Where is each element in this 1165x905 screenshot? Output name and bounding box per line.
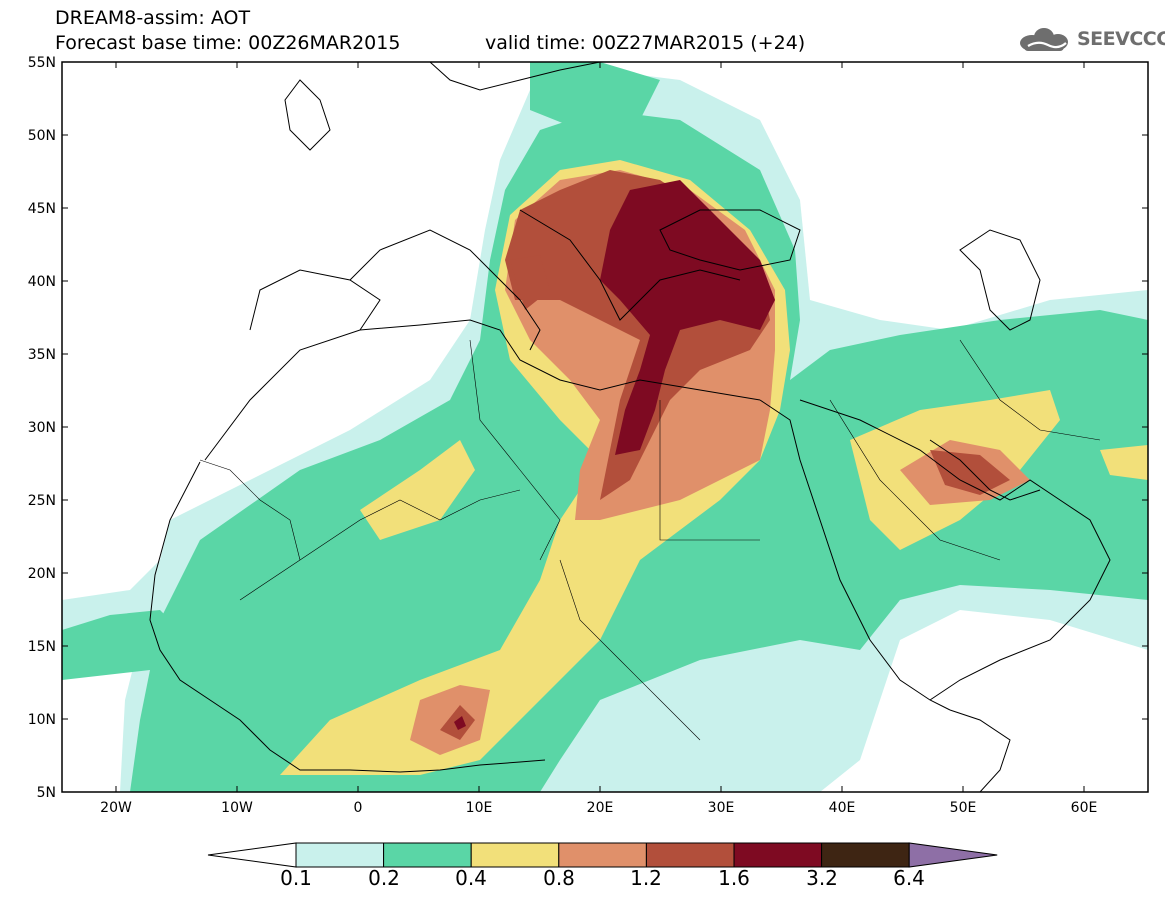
- lat-label: 5N: [37, 785, 56, 801]
- colorbar-segment: [558, 842, 647, 868]
- lon-label: 30E: [708, 800, 735, 816]
- colorbar-segment: [733, 842, 823, 868]
- aot-field: [62, 62, 1148, 792]
- lat-label: 10N: [28, 712, 56, 728]
- logo-text: SEEVCCC: [1077, 28, 1165, 50]
- colorbar-label: 1.2: [630, 866, 662, 890]
- colorbar-label: 0.8: [543, 866, 575, 890]
- lon-label: 60E: [1071, 800, 1098, 816]
- lat-label: 30N: [28, 420, 56, 436]
- coast-britain: [284, 79, 331, 151]
- colorbar-segment: [821, 842, 910, 868]
- coast-caspian: [959, 229, 1041, 331]
- coastlines: [149, 62, 1111, 792]
- aot-level-1.6-c: [510, 255, 550, 310]
- colorbar-label: 0.1: [280, 866, 312, 890]
- coast-africa-west: [149, 461, 546, 773]
- lat-label: 15N: [28, 639, 56, 655]
- coast-gulf: [929, 439, 1041, 501]
- coast-black-sea: [659, 209, 801, 271]
- map-frame: [61, 61, 1149, 793]
- seevccc-logo: [1020, 28, 1068, 51]
- lon-label: 40E: [829, 800, 856, 816]
- coast-levant-red-sea: [759, 399, 951, 711]
- colorbar-segment: [645, 842, 735, 868]
- aot-level-0.2-c: [530, 62, 660, 130]
- borders: [199, 339, 1101, 741]
- colorbar-segment: [470, 842, 560, 868]
- colorbar-segment: [383, 842, 472, 868]
- coast-france-italy: [349, 229, 541, 351]
- lat-label: 45N: [28, 201, 56, 217]
- lat-label: 20N: [28, 566, 56, 582]
- colorbar-over-arrow: [908, 842, 998, 868]
- lon-label: 20W: [100, 800, 132, 816]
- border-chad-sudan: [559, 559, 701, 741]
- longitude-labels: 20W 10W 0 10E 20E 30E 40E 50E 60E: [100, 800, 1097, 816]
- colorbar-label: 6.4: [893, 866, 925, 890]
- lon-label: 0: [354, 800, 363, 816]
- aot-level-0.4-d: [1100, 445, 1148, 480]
- aot-level-0.4-b: [360, 440, 475, 540]
- coast-horn: [949, 709, 1011, 792]
- lon-label: 10E: [466, 800, 493, 816]
- latitude-labels: 55N 50N 45N 40N 35N 30N 25N 20N 15N 10N …: [28, 55, 56, 801]
- map-title: DREAM8-assim: AOT: [55, 7, 251, 29]
- valid-time: valid time: 00Z27MAR2015 (+24): [485, 32, 806, 54]
- lat-label: 40N: [28, 274, 56, 290]
- axis-ticks: [62, 61, 1148, 792]
- coast-iberia: [249, 269, 381, 331]
- colorbar-label: 3.2: [806, 866, 838, 890]
- coast-balkans: [519, 209, 741, 321]
- coast-scandinavia: [429, 62, 601, 91]
- lon-label: 50E: [950, 800, 977, 816]
- aot-level-1.6-b: [454, 716, 466, 730]
- lon-label: 10W: [221, 800, 253, 816]
- forecast-base-time: Forecast base time: 00Z26MAR2015: [55, 32, 401, 54]
- aot-level-0.2-b: [62, 610, 200, 680]
- colorbar-label: 1.6: [718, 866, 750, 890]
- border-saudi: [829, 399, 1001, 561]
- colorbar-label: 0.2: [368, 866, 400, 890]
- coast-arabia: [799, 399, 1111, 701]
- border-iran: [959, 339, 1101, 441]
- border-egypt-libya: [659, 400, 760, 541]
- colorbar-under-arrow: [207, 842, 297, 868]
- colorbar-label: 0.4: [455, 866, 487, 890]
- aot-level-1.6: [600, 180, 775, 455]
- lat-label: 35N: [28, 347, 56, 363]
- border-algeria: [469, 339, 561, 561]
- lat-label: 50N: [28, 128, 56, 144]
- aot-level-1.2-c: [930, 450, 1010, 495]
- lon-label: 20E: [587, 800, 614, 816]
- colorbar: [207, 842, 998, 868]
- colorbar-segment: [295, 842, 385, 868]
- lat-label: 55N: [28, 55, 56, 71]
- coast-north-africa: [204, 319, 761, 461]
- border-mauritania: [199, 459, 301, 561]
- lat-label: 25N: [28, 493, 56, 509]
